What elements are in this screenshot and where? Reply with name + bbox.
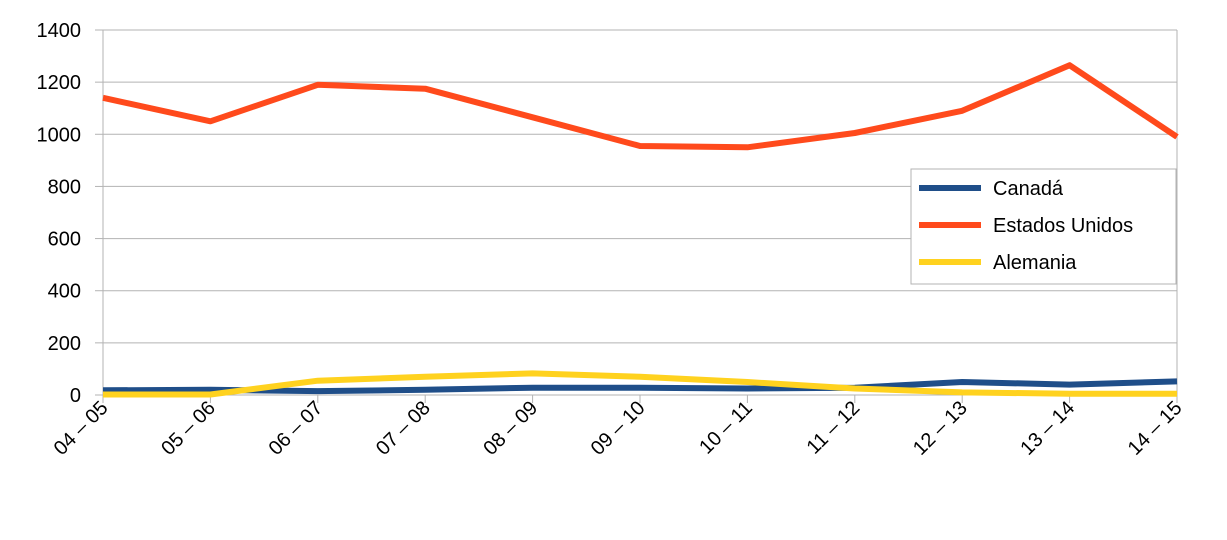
y-tick-label: 1400 [37, 20, 82, 42]
x-tick-label: 07 – 08 [372, 397, 435, 460]
y-tick-label: 400 [48, 281, 81, 303]
x-tick-label: 08 – 09 [479, 397, 542, 460]
x-tick-label: 05 – 06 [157, 397, 220, 460]
y-tick-label: 1200 [37, 72, 82, 94]
legend: Canadá Estados Unidos Alemania [910, 168, 1177, 285]
series-lines [102, 62, 1179, 398]
x-tick-label: 12 – 13 [909, 397, 972, 460]
legend-label: Canadá [993, 178, 1064, 200]
legend-label: Estados Unidos [993, 215, 1133, 237]
y-axis-ticks: 0 200 400 600 800 1000 1200 1400 [37, 20, 82, 407]
y-tick-label: 1000 [37, 124, 82, 146]
gridlines [95, 29, 1178, 403]
x-tick-label: 04 – 05 [50, 397, 113, 460]
legend-label: Alemania [993, 252, 1077, 274]
x-tick-label: 11 – 12 [803, 397, 865, 459]
y-tick-label: 600 [48, 229, 81, 251]
y-tick-label: 0 [70, 385, 81, 407]
x-tick-label: 09 – 10 [587, 397, 650, 460]
x-tick-label: 14 – 15 [1124, 397, 1187, 460]
x-tick-label: 06 – 07 [265, 397, 328, 460]
x-tick-label: 13 – 14 [1016, 397, 1079, 460]
series-line-0 [102, 378, 1178, 395]
x-axis-ticks: 04 – 05 05 – 06 06 – 07 07 – 08 08 – 09 09 – … [50, 397, 1187, 460]
y-tick-label: 200 [48, 333, 81, 355]
x-tick-label: 10 – 11 [695, 397, 757, 459]
series-line-1 [102, 62, 1179, 151]
series-line-2 [103, 370, 1177, 398]
y-tick-label: 800 [48, 176, 81, 198]
